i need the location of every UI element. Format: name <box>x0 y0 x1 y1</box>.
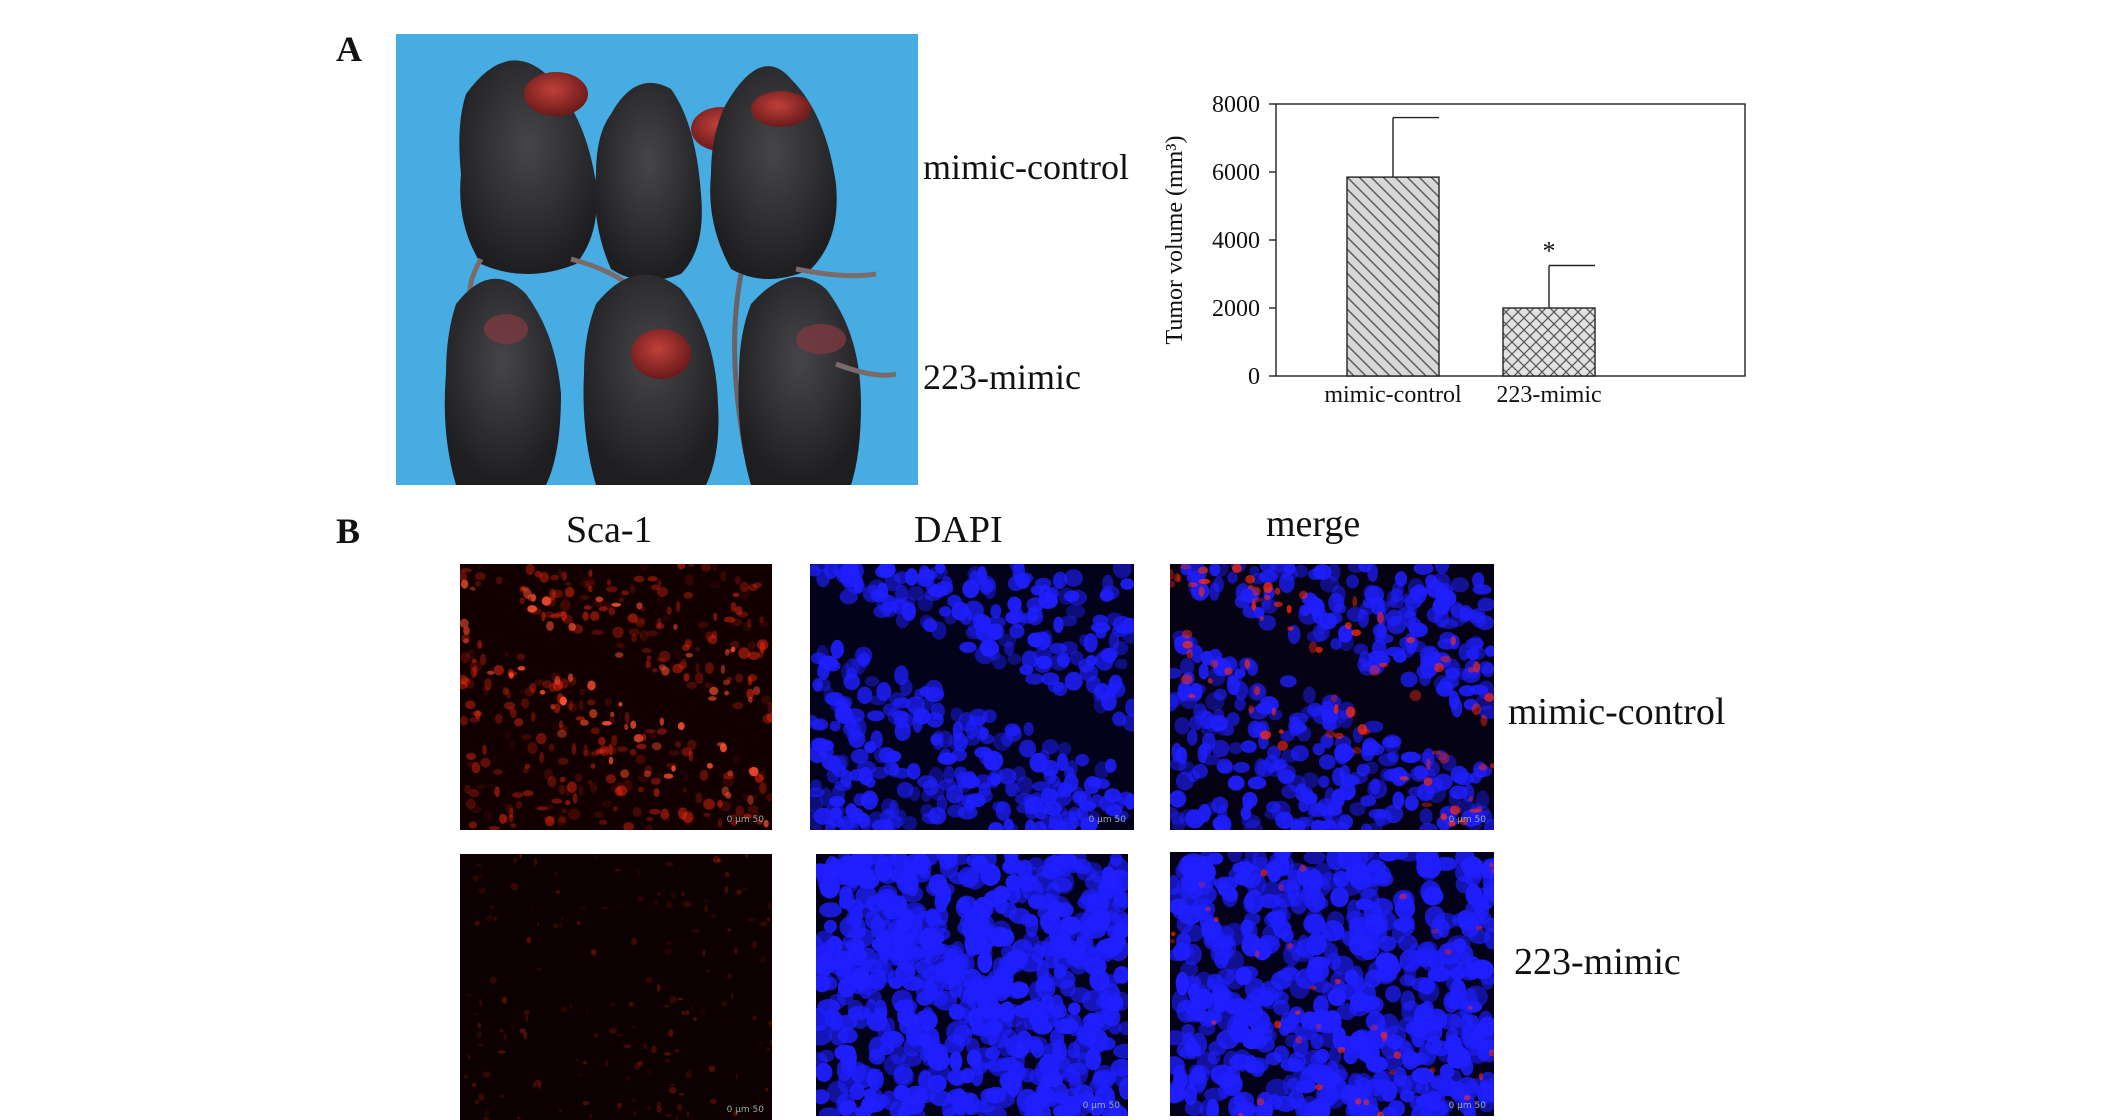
scale-bar: 0 µm 50 <box>726 1105 764 1115</box>
mouse-top-2 <box>595 82 702 281</box>
micrograph-merge-control: 0 µm 50 <box>1170 564 1494 830</box>
bar-mimic-control <box>1346 176 1440 377</box>
y-axis-label: Tumor volume (mm³) <box>1162 136 1188 345</box>
y-tick-label: 0 <box>1248 364 1260 390</box>
tumor-bottom-2 <box>631 329 691 379</box>
mouse-bottom-1 <box>444 278 561 485</box>
micrograph-sca1-mimic: 0 µm 50 <box>460 854 772 1120</box>
column-header-dapi: DAPI <box>914 509 1003 551</box>
mouse-bottom-2 <box>583 274 719 485</box>
micro-row-label-control: mimic-control <box>1508 691 1726 733</box>
y-tick-label: 6000 <box>1212 160 1260 186</box>
micrograph-sca1-control: 0 µm 50 <box>460 564 772 830</box>
micrograph-merge-mimic: 0 µm 50 <box>1170 852 1494 1116</box>
scale-bar: 0 µm 50 <box>1448 1101 1486 1111</box>
tumor-volume-chart: 0 2000 4000 6000 8000 Tumor volume (mm³) mimic… <box>1140 90 1760 430</box>
photo-row-label-mimic: 223-mimic <box>923 357 1081 397</box>
mice-photo <box>396 34 918 485</box>
y-tick-label: 2000 <box>1212 296 1260 322</box>
y-tick-label: 8000 <box>1212 92 1260 118</box>
tumor-bottom-3 <box>796 324 846 354</box>
micrograph-dapi-mimic: 0 µm 50 <box>816 854 1128 1116</box>
scale-bar: 0 µm 50 <box>726 815 764 825</box>
tumor-top-3 <box>751 91 811 127</box>
column-header-merge: merge <box>1266 503 1361 545</box>
y-tick-label: 4000 <box>1212 228 1260 254</box>
bar-223-mimic <box>1502 307 1596 377</box>
x-category-label: mimic-control <box>1324 382 1462 408</box>
x-category-label: 223-mimic <box>1496 382 1601 408</box>
tumor-bottom-1 <box>484 314 528 344</box>
scale-bar: 0 µm 50 <box>1088 815 1126 825</box>
micrograph-dapi-control: 0 µm 50 <box>810 564 1134 830</box>
column-header-sca1: Sca-1 <box>566 509 653 551</box>
panel-b-letter: B <box>336 511 361 551</box>
panel-a-letter: A <box>336 29 362 69</box>
photo-row-label-control: mimic-control <box>923 147 1129 187</box>
scale-bar: 0 µm 50 <box>1448 815 1486 825</box>
significance-asterisk: * <box>1543 237 1556 266</box>
tumor-top-1 <box>524 72 588 116</box>
scale-bar: 0 µm 50 <box>1082 1101 1120 1111</box>
micro-row-label-mimic: 223-mimic <box>1514 941 1681 983</box>
